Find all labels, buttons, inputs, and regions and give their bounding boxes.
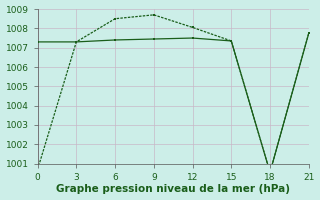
X-axis label: Graphe pression niveau de la mer (hPa): Graphe pression niveau de la mer (hPa): [56, 184, 290, 194]
